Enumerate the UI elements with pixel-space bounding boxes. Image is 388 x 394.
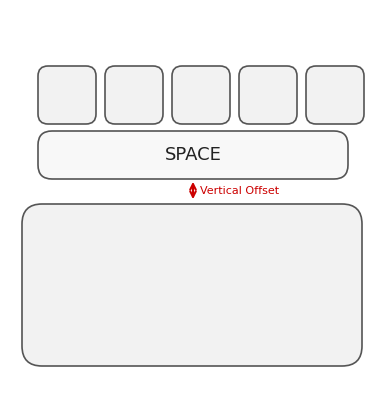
FancyBboxPatch shape — [22, 204, 362, 366]
FancyBboxPatch shape — [239, 66, 297, 124]
FancyBboxPatch shape — [38, 66, 96, 124]
Text: Vertical Offset: Vertical Offset — [200, 186, 279, 196]
FancyBboxPatch shape — [172, 66, 230, 124]
FancyBboxPatch shape — [38, 131, 348, 179]
FancyBboxPatch shape — [306, 66, 364, 124]
FancyBboxPatch shape — [105, 66, 163, 124]
Text: SPACE: SPACE — [165, 146, 222, 164]
